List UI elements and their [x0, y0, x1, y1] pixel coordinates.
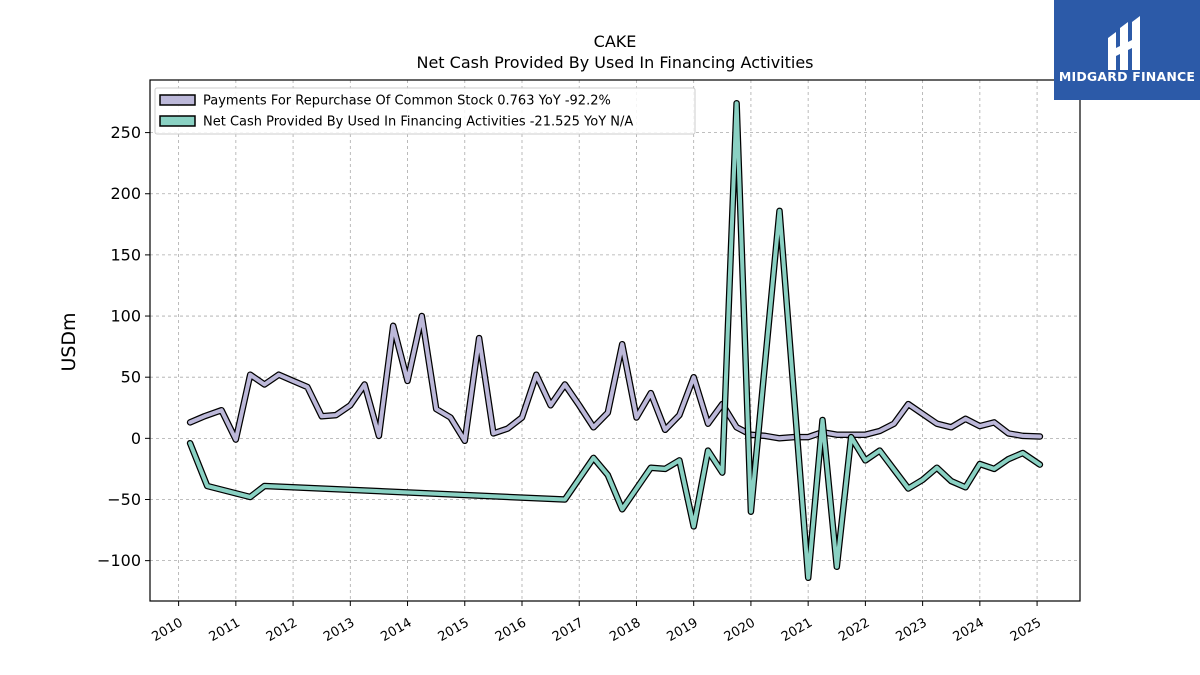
series-outline-1 — [186, 99, 1044, 582]
x-tick-label: 2015 — [436, 615, 472, 645]
chart-subtitle: Net Cash Provided By Used In Financing A… — [416, 53, 813, 72]
y-tick-label: 50 — [121, 368, 141, 387]
series-lines — [186, 99, 1044, 582]
x-axis-ticks: 2010 2011 2012 2013 2014 2015 2016 2017 2018 2019… — [149, 601, 1044, 645]
legend-swatch-repurchase — [159, 94, 196, 106]
y-axis-ticks: −100 −50 0 50 100 150 200 250 — [97, 123, 150, 570]
series-line-1 — [188, 101, 1042, 580]
x-tick-label: 2022 — [836, 615, 872, 645]
x-tick-label: 2017 — [550, 615, 586, 645]
x-tick-label: 2010 — [149, 615, 185, 645]
x-tick-label: 2018 — [607, 615, 643, 645]
x-tick-label: 2014 — [378, 615, 414, 645]
logo-text: MIDGARD FINANCE — [1059, 69, 1195, 84]
legend: Payments For Repurchase Of Common Stock … — [154, 87, 696, 135]
y-tick-label: 150 — [110, 245, 141, 264]
x-tick-label: 2024 — [951, 615, 987, 645]
x-tick-label: 2021 — [779, 615, 815, 645]
y-axis-label: USDm — [58, 312, 80, 371]
y-tick-label: −50 — [107, 490, 141, 509]
plot-frame — [149, 79, 1081, 602]
grid — [150, 80, 1080, 601]
legend-label-financing: Net Cash Provided By Used In Financing A… — [203, 115, 633, 130]
legend-swatch-financing — [159, 115, 196, 127]
x-tick-label: 2011 — [207, 615, 243, 645]
brand-logo: MIDGARD FINANCE — [1054, 0, 1200, 100]
y-tick-label: −100 — [97, 551, 141, 570]
series-line-0 — [188, 314, 1042, 443]
x-tick-label: 2013 — [321, 615, 357, 645]
chart-title: CAKE — [594, 32, 637, 51]
x-tick-label: 2019 — [665, 615, 701, 645]
y-tick-label: 0 — [131, 429, 141, 448]
x-tick-label: 2012 — [264, 615, 300, 645]
x-tick-label: 2023 — [893, 615, 929, 645]
x-tick-label: 2020 — [722, 615, 758, 645]
x-tick-label: 2025 — [1008, 615, 1044, 645]
x-tick-label: 2016 — [493, 615, 529, 645]
y-tick-label: 250 — [110, 123, 141, 142]
logo-mark-icon — [1108, 16, 1140, 70]
y-tick-label: 100 — [110, 307, 141, 326]
legend-label-repurchase: Payments For Repurchase Of Common Stock … — [203, 94, 611, 109]
y-tick-label: 200 — [110, 184, 141, 203]
legend-box — [154, 87, 696, 135]
